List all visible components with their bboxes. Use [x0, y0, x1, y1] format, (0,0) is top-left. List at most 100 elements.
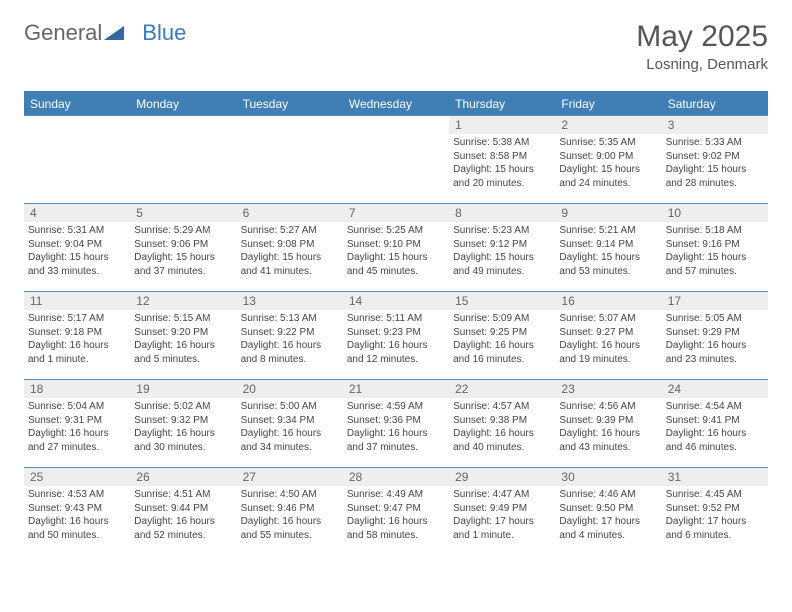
day-text: Daylight: 17 hours and 1 minute.: [453, 515, 551, 542]
sunset-text: Sunset: 9:12 PM: [453, 238, 551, 252]
day-content: Sunrise: 5:35 AMSunset: 9:00 PMDaylight:…: [555, 134, 661, 194]
calendar-body: ....1Sunrise: 5:38 AMSunset: 8:58 PMDayl…: [24, 116, 768, 556]
day-content: Sunrise: 5:31 AMSunset: 9:04 PMDaylight:…: [24, 222, 130, 282]
day-content: Sunrise: 5:02 AMSunset: 9:32 PMDaylight:…: [130, 398, 236, 458]
day-header: Tuesday: [237, 92, 343, 116]
page-title: May 2025: [636, 20, 768, 54]
day-number: 15: [449, 292, 555, 310]
sunrise-text: Sunrise: 5:00 AM: [241, 400, 339, 414]
calendar-cell: 23Sunrise: 4:56 AMSunset: 9:39 PMDayligh…: [555, 380, 661, 468]
day-number: 21: [343, 380, 449, 398]
sunrise-text: Sunrise: 5:09 AM: [453, 312, 551, 326]
calendar-row: 18Sunrise: 5:04 AMSunset: 9:31 PMDayligh…: [24, 380, 768, 468]
sunrise-text: Sunrise: 4:53 AM: [28, 488, 126, 502]
sunrise-text: Sunrise: 5:31 AM: [28, 224, 126, 238]
sunrise-text: Sunrise: 5:29 AM: [134, 224, 232, 238]
sunset-text: Sunset: 9:44 PM: [134, 502, 232, 516]
calendar-cell: 16Sunrise: 5:07 AMSunset: 9:27 PMDayligh…: [555, 292, 661, 380]
day-text: Daylight: 15 hours and 41 minutes.: [241, 251, 339, 278]
day-number: 3: [662, 116, 768, 134]
sunrise-text: Sunrise: 4:59 AM: [347, 400, 445, 414]
day-text: Daylight: 16 hours and 37 minutes.: [347, 427, 445, 454]
logo: General Blue: [24, 20, 186, 46]
title-block: May 2025 Losning, Denmark: [636, 20, 768, 73]
day-text: Daylight: 16 hours and 52 minutes.: [134, 515, 232, 542]
sunset-text: Sunset: 9:36 PM: [347, 414, 445, 428]
sunset-text: Sunset: 9:47 PM: [347, 502, 445, 516]
day-text: Daylight: 16 hours and 23 minutes.: [666, 339, 764, 366]
day-header: Sunday: [24, 92, 130, 116]
day-text: Daylight: 15 hours and 49 minutes.: [453, 251, 551, 278]
calendar-cell: 12Sunrise: 5:15 AMSunset: 9:20 PMDayligh…: [130, 292, 236, 380]
sunset-text: Sunset: 9:08 PM: [241, 238, 339, 252]
day-text: Daylight: 16 hours and 46 minutes.: [666, 427, 764, 454]
calendar-cell: .: [24, 116, 130, 204]
calendar-cell: .: [343, 116, 449, 204]
calendar-cell: 9Sunrise: 5:21 AMSunset: 9:14 PMDaylight…: [555, 204, 661, 292]
calendar-cell: 26Sunrise: 4:51 AMSunset: 9:44 PMDayligh…: [130, 468, 236, 556]
sunset-text: Sunset: 9:25 PM: [453, 326, 551, 340]
sunrise-text: Sunrise: 4:45 AM: [666, 488, 764, 502]
day-number: 18: [24, 380, 130, 398]
day-content: Sunrise: 5:17 AMSunset: 9:18 PMDaylight:…: [24, 310, 130, 370]
sunrise-text: Sunrise: 4:47 AM: [453, 488, 551, 502]
calendar-cell: 30Sunrise: 4:46 AMSunset: 9:50 PMDayligh…: [555, 468, 661, 556]
day-number: 31: [662, 468, 768, 486]
day-text: Daylight: 15 hours and 37 minutes.: [134, 251, 232, 278]
day-number: 16: [555, 292, 661, 310]
calendar-cell: 11Sunrise: 5:17 AMSunset: 9:18 PMDayligh…: [24, 292, 130, 380]
sunset-text: Sunset: 9:43 PM: [28, 502, 126, 516]
calendar-cell: 29Sunrise: 4:47 AMSunset: 9:49 PMDayligh…: [449, 468, 555, 556]
sunrise-text: Sunrise: 5:27 AM: [241, 224, 339, 238]
sunset-text: Sunset: 9:22 PM: [241, 326, 339, 340]
sunrise-text: Sunrise: 4:57 AM: [453, 400, 551, 414]
sunset-text: Sunset: 9:29 PM: [666, 326, 764, 340]
day-number: 19: [130, 380, 236, 398]
day-content: Sunrise: 5:38 AMSunset: 8:58 PMDaylight:…: [449, 134, 555, 194]
calendar-cell: 19Sunrise: 5:02 AMSunset: 9:32 PMDayligh…: [130, 380, 236, 468]
logo-text-2: Blue: [142, 20, 186, 46]
day-content: Sunrise: 5:11 AMSunset: 9:23 PMDaylight:…: [343, 310, 449, 370]
sunset-text: Sunset: 9:16 PM: [666, 238, 764, 252]
calendar-cell: 15Sunrise: 5:09 AMSunset: 9:25 PMDayligh…: [449, 292, 555, 380]
day-content: Sunrise: 5:21 AMSunset: 9:14 PMDaylight:…: [555, 222, 661, 282]
sunrise-text: Sunrise: 5:38 AM: [453, 136, 551, 150]
sunset-text: Sunset: 9:46 PM: [241, 502, 339, 516]
day-number: 4: [24, 204, 130, 222]
day-text: Daylight: 16 hours and 19 minutes.: [559, 339, 657, 366]
day-number: 9: [555, 204, 661, 222]
sunset-text: Sunset: 9:31 PM: [28, 414, 126, 428]
sunset-text: Sunset: 9:49 PM: [453, 502, 551, 516]
day-text: Daylight: 17 hours and 4 minutes.: [559, 515, 657, 542]
day-header: Wednesday: [343, 92, 449, 116]
day-content: Sunrise: 4:46 AMSunset: 9:50 PMDaylight:…: [555, 486, 661, 546]
day-number: 13: [237, 292, 343, 310]
day-number: 26: [130, 468, 236, 486]
calendar-cell: .: [130, 116, 236, 204]
day-content: Sunrise: 4:47 AMSunset: 9:49 PMDaylight:…: [449, 486, 555, 546]
sunset-text: Sunset: 9:02 PM: [666, 150, 764, 164]
day-content: Sunrise: 4:45 AMSunset: 9:52 PMDaylight:…: [662, 486, 768, 546]
sunrise-text: Sunrise: 4:49 AM: [347, 488, 445, 502]
sunrise-text: Sunrise: 5:25 AM: [347, 224, 445, 238]
sunset-text: Sunset: 9:52 PM: [666, 502, 764, 516]
sunset-text: Sunset: 9:04 PM: [28, 238, 126, 252]
sunset-text: Sunset: 9:39 PM: [559, 414, 657, 428]
day-content: Sunrise: 4:57 AMSunset: 9:38 PMDaylight:…: [449, 398, 555, 458]
sunrise-text: Sunrise: 5:21 AM: [559, 224, 657, 238]
day-content: Sunrise: 5:25 AMSunset: 9:10 PMDaylight:…: [343, 222, 449, 282]
day-content: Sunrise: 4:49 AMSunset: 9:47 PMDaylight:…: [343, 486, 449, 546]
calendar-cell: 8Sunrise: 5:23 AMSunset: 9:12 PMDaylight…: [449, 204, 555, 292]
day-content: Sunrise: 5:15 AMSunset: 9:20 PMDaylight:…: [130, 310, 236, 370]
calendar-table: SundayMondayTuesdayWednesdayThursdayFrid…: [24, 91, 768, 556]
day-number: 23: [555, 380, 661, 398]
day-content: Sunrise: 5:07 AMSunset: 9:27 PMDaylight:…: [555, 310, 661, 370]
calendar-cell: 1Sunrise: 5:38 AMSunset: 8:58 PMDaylight…: [449, 116, 555, 204]
sunrise-text: Sunrise: 5:15 AM: [134, 312, 232, 326]
sunrise-text: Sunrise: 5:05 AM: [666, 312, 764, 326]
sunrise-text: Sunrise: 5:18 AM: [666, 224, 764, 238]
day-number: 24: [662, 380, 768, 398]
calendar-cell: 28Sunrise: 4:49 AMSunset: 9:47 PMDayligh…: [343, 468, 449, 556]
day-text: Daylight: 16 hours and 27 minutes.: [28, 427, 126, 454]
sunrise-text: Sunrise: 4:54 AM: [666, 400, 764, 414]
